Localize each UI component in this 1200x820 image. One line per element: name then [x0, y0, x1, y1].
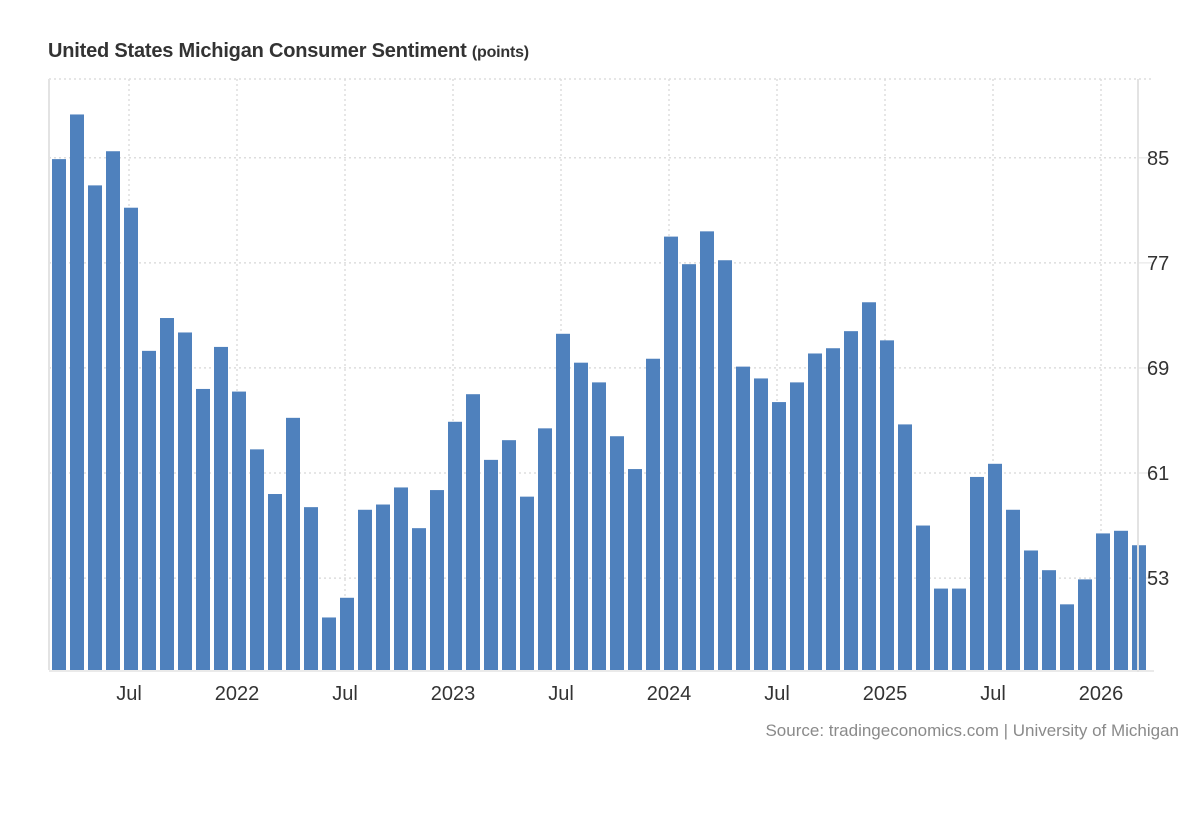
chart-title-text: United States Michigan Consumer Sentimen…	[48, 40, 467, 62]
bar: 2026-02: 56.6	[1114, 530, 1128, 670]
x-tick-label: 2022	[215, 683, 260, 705]
bar: 2024-11: 71.8	[844, 331, 858, 670]
bar: 2025-11: 51	[1060, 604, 1074, 670]
x-tick-label: 2024	[647, 683, 692, 705]
bar: 2021-03: 84.9	[52, 159, 66, 670]
bar: 2021-04: 88.3	[70, 114, 84, 670]
bar-series: 2021-03: 84.9 2021-04: 88.3 2021-05: 82.9 2…	[52, 114, 1146, 670]
bar: 2022-01: 67.2	[232, 391, 246, 670]
bar: 2024-02: 76.9	[682, 264, 696, 670]
bar: 2024-03: 79.4	[700, 231, 714, 670]
bar: 2022-06: 50	[322, 617, 336, 670]
bar: 2025-03: 57	[916, 525, 930, 670]
bar: 2021-11: 67.4	[196, 388, 210, 670]
bar: 2023-05: 59.2	[520, 496, 534, 670]
bar: 2021-07: 81.2	[124, 207, 138, 670]
x-tick-label: 2023	[431, 683, 476, 705]
bar: 2021-06: 85.5	[106, 151, 120, 670]
bar: 2023-01: 64.9	[448, 421, 462, 670]
y-tick-label: 61	[1147, 463, 1169, 485]
bar: 2023-02: 67	[466, 394, 480, 670]
bar: 2022-05: 58.4	[304, 507, 318, 670]
x-tick-label: Jul	[548, 683, 574, 705]
bar: 2022-10: 59.9	[394, 487, 408, 670]
bar: 2022-04: 65.2	[286, 417, 300, 670]
bar: 2025-10: 53.6	[1042, 570, 1056, 670]
bar: 2021-08: 70.3	[142, 350, 156, 670]
bar: 2024-01: 79	[664, 236, 678, 670]
y-axis-labels: 53 61 69 77 85	[1147, 148, 1169, 590]
bar: 2025-01: 71.1	[880, 340, 894, 670]
bar: 2021-09: 72.8	[160, 318, 174, 670]
chart-title: United States Michigan Consumer Sentimen…	[48, 40, 529, 63]
bar: 2022-08: 58.2	[358, 509, 372, 670]
bar: 2025-08: 58.2	[1006, 509, 1020, 670]
bar: 2024-04: 77.2	[718, 260, 732, 670]
bar: 2024-07: 66.4	[772, 402, 786, 670]
bar: 2022-09: 58.6	[376, 504, 390, 670]
bar: 2023-04: 63.5	[502, 440, 516, 670]
bar: 2024-06: 68.2	[754, 378, 768, 670]
x-tick-label: 2025	[863, 683, 908, 705]
bar: 2023-09: 67.9	[592, 382, 606, 670]
x-tick-label: Jul	[980, 683, 1006, 705]
bar: 2021-12: 70.6	[214, 346, 228, 670]
bar: 2022-11: 56.8	[412, 528, 426, 670]
bar: 2021-05: 82.9	[88, 185, 102, 670]
bar: 2023-12: 69.7	[646, 358, 660, 670]
bar: 2025-07: 61.7	[988, 463, 1002, 670]
bar: 2023-06: 64.4	[538, 428, 552, 670]
x-tick-label: Jul	[764, 683, 790, 705]
source-note: Source: tradingeconomics.com | Universit…	[765, 721, 1179, 740]
axes	[48, 79, 1154, 672]
bar: 2022-02: 62.8	[250, 449, 264, 670]
x-axis-labels: Jul 2022 Jul 2023 Jul 2024 Jul 2025 Jul 2026	[116, 683, 1123, 705]
x-tick-label: Jul	[332, 683, 358, 705]
bar: 2024-08: 67.9	[790, 382, 804, 670]
y-tick-label: 53	[1147, 568, 1169, 590]
bar: 2025-06: 60.7	[970, 476, 984, 670]
bar: 2024-09: 70.1	[808, 353, 822, 670]
bar: 2022-07: 51.5	[340, 597, 354, 670]
bar: 2025-09: 55.1	[1024, 550, 1038, 670]
bar: 2025-05: 52.2	[952, 588, 966, 670]
bar: 2024-12: 74	[862, 302, 876, 670]
y-tick-label: 69	[1147, 358, 1169, 380]
x-tick-label: Jul	[116, 683, 142, 705]
bar: 2024-10: 70.5	[826, 348, 840, 670]
bar: 2022-03: 59.4	[268, 494, 282, 670]
bar: 2024-05: 69.1	[736, 366, 750, 670]
bar: 2023-11: 61.3	[628, 469, 642, 670]
bar: 2025-04: 52.2	[934, 588, 948, 670]
bar: 2023-03: 62	[484, 459, 498, 670]
bar: 2023-10: 63.8	[610, 436, 624, 670]
x-tick-label: 2026	[1079, 683, 1124, 705]
bar: 2021-10: 71.7	[178, 332, 192, 670]
bar: 2023-08: 69.4	[574, 362, 588, 670]
y-tick-label: 77	[1147, 253, 1169, 275]
bar: 2026-01: 56.4	[1096, 533, 1110, 670]
bar: 2022-12: 59.7	[430, 490, 444, 670]
y-tick-label: 85	[1147, 148, 1169, 170]
bar: 2023-07: 71.6	[556, 333, 570, 670]
bar: 2025-02: 64.7	[898, 424, 912, 670]
bar: 2025-12: 52.9	[1078, 579, 1092, 670]
chart-unit: (points)	[471, 44, 529, 61]
